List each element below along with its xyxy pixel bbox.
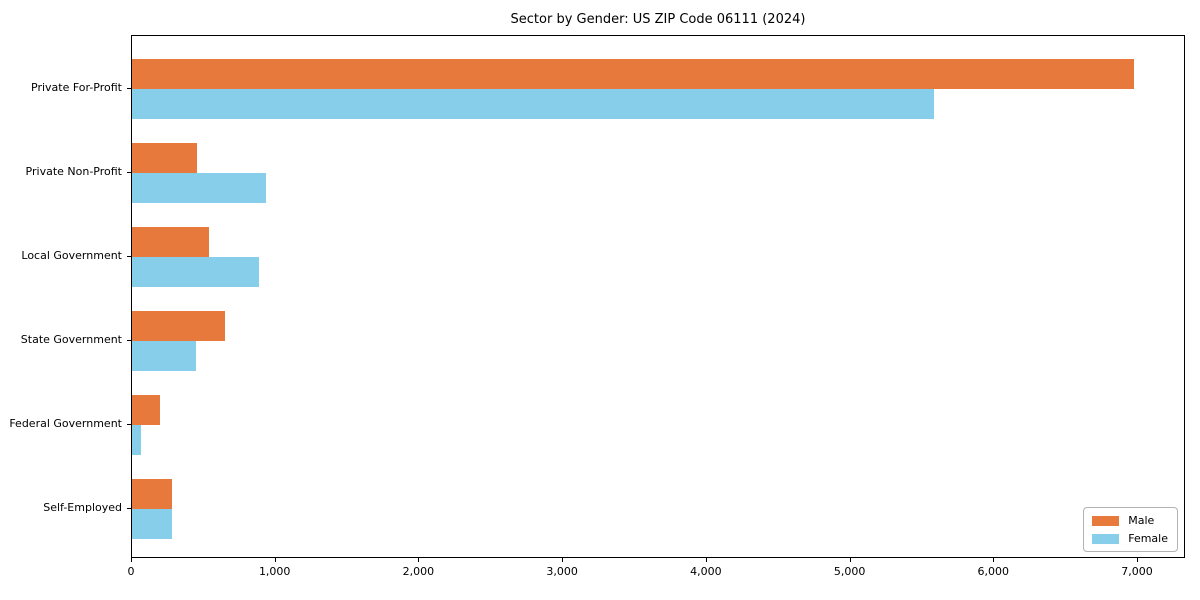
bar-female-local-government (132, 257, 259, 287)
bar-female-private-for-profit (132, 89, 934, 119)
legend-swatch-female-icon (1092, 533, 1120, 544)
bar-male-federal-government (132, 395, 160, 425)
x-tick-label-0: 0 (127, 565, 135, 578)
bar-female-self-employed (132, 509, 173, 539)
y-label-private-for-profit: Private For-Profit (31, 81, 122, 94)
y-label-local-government: Local Government (21, 249, 122, 262)
bar-female-federal-government (132, 425, 142, 455)
x-tick-label-4000: 4,000 (690, 565, 722, 578)
bar-female-state-government (132, 341, 196, 371)
y-tick-private-non-profit (127, 172, 131, 173)
x-tick-label-3000: 3,000 (546, 565, 578, 578)
y-label-federal-government: Federal Government (9, 417, 122, 430)
legend-label-male: Male (1128, 514, 1155, 527)
bar-male-self-employed (132, 479, 172, 509)
x-tick-4000 (705, 558, 707, 562)
bar-male-state-government (132, 311, 226, 341)
x-tick-3000 (562, 558, 564, 562)
legend-label-female: Female (1128, 532, 1168, 545)
y-tick-federal-government (127, 424, 131, 425)
x-tick-7000 (1137, 558, 1138, 562)
y-tick-self-employed (127, 508, 131, 509)
y-tick-state-government (127, 340, 131, 341)
plot-area: Male Female (131, 35, 1185, 558)
x-tick-label-6000: 6,000 (977, 565, 1010, 578)
x-tick-2000 (418, 558, 420, 562)
bar-female-private-non-profit (132, 173, 266, 203)
x-tick-label-2000: 2,000 (402, 565, 435, 578)
x-tick-6000 (993, 558, 995, 562)
y-label-state-government: State Government (20, 333, 122, 346)
legend-item-female: Female (1092, 532, 1168, 545)
legend-swatch-male-icon (1092, 515, 1120, 526)
bar-male-local-government (132, 227, 209, 257)
bar-male-private-for-profit (132, 59, 1134, 89)
x-tick-5000 (849, 558, 851, 562)
x-tick-0 (131, 558, 132, 562)
x-tick-label-1000: 1,000 (258, 565, 291, 578)
y-tick-private-for-profit (127, 88, 131, 89)
legend-item-male: Male (1092, 514, 1168, 527)
x-tick-label-5000: 5,000 (833, 565, 866, 578)
y-label-private-non-profit: Private Non-Profit (25, 165, 122, 178)
chart-title: Sector by Gender: US ZIP Code 06111 (202… (510, 12, 806, 27)
x-tick-label-7000: 7,000 (1121, 565, 1153, 578)
y-label-self-employed: Self-Employed (43, 501, 122, 514)
x-tick-1000 (274, 558, 276, 562)
legend: Male Female (1083, 507, 1178, 552)
bar-male-private-non-profit (132, 143, 198, 173)
y-tick-local-government (127, 256, 131, 257)
